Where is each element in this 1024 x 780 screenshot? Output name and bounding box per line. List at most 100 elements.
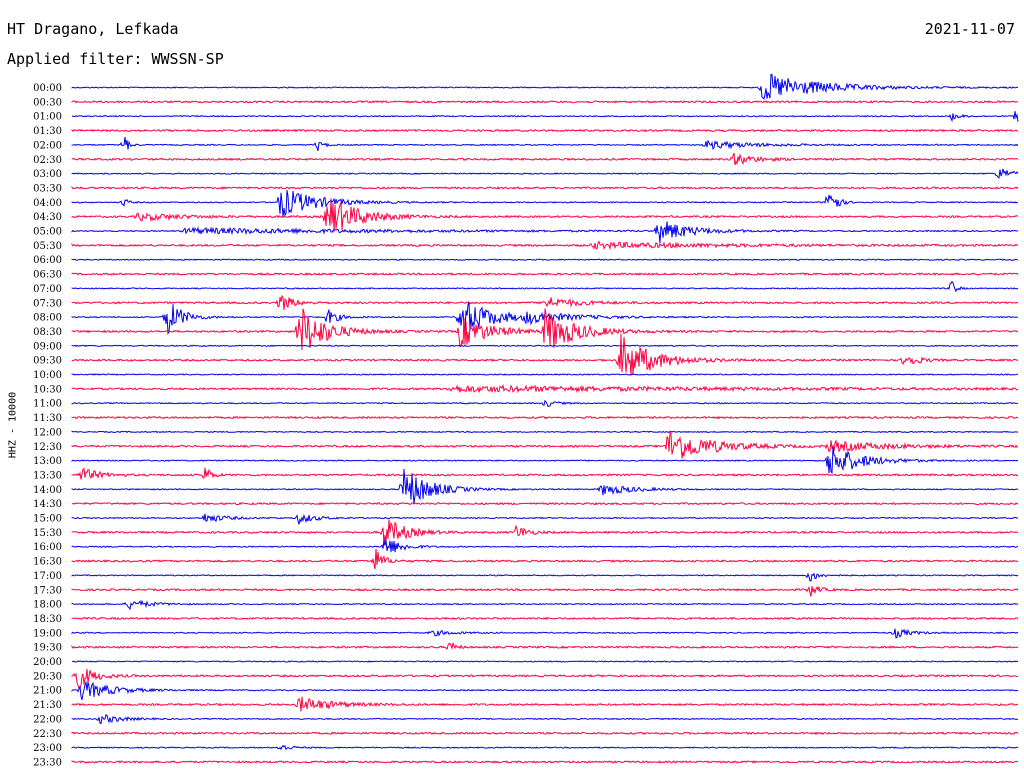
tick-label: 22:30 — [33, 729, 62, 740]
station-title: HT Dragano, Lefkada — [7, 20, 179, 38]
trace-line — [71, 240, 1019, 251]
trace-line — [71, 280, 1019, 293]
tick-label: 12:00 — [33, 427, 62, 438]
tick-label: 05:30 — [33, 241, 62, 252]
trace-line — [71, 272, 1019, 276]
tick-label: 14:00 — [33, 485, 62, 496]
tick-label: 00:30 — [33, 97, 62, 108]
trace-line — [71, 221, 1019, 244]
trace-line — [71, 373, 1019, 376]
tick-label: 01:30 — [33, 126, 62, 137]
trace-line — [71, 190, 1019, 217]
trace-line — [71, 294, 1019, 311]
trace-line — [71, 680, 1019, 701]
trace-line — [71, 519, 1019, 545]
trace-line — [71, 572, 1019, 582]
tick-label: 09:00 — [33, 341, 62, 352]
tick-label: 02:00 — [33, 140, 62, 151]
tick-label: 12:30 — [33, 442, 62, 453]
trace-line — [71, 137, 1019, 152]
tick-label: 22:00 — [33, 714, 62, 725]
trace-line — [71, 513, 1019, 525]
tick-label: 11:30 — [33, 413, 62, 424]
tick-label: 20:00 — [33, 657, 62, 668]
trace-line — [71, 74, 1019, 100]
tick-label: 13:00 — [33, 456, 62, 467]
trace-line — [72, 501, 1019, 506]
trace-line — [71, 415, 1019, 420]
trace-line — [71, 430, 1018, 459]
trace-line — [71, 333, 1019, 376]
trace-line — [71, 152, 1019, 166]
trace-line — [71, 540, 1019, 553]
trace-line — [71, 258, 1019, 261]
tick-label: 01:00 — [33, 112, 62, 123]
tick-label: 10:00 — [33, 370, 62, 381]
tick-label: 03:30 — [33, 183, 62, 194]
tick-label: 11:00 — [33, 399, 62, 410]
trace-line — [71, 628, 1019, 639]
trace-line — [71, 344, 1019, 347]
date-label: 2021-11-07 — [924, 20, 1015, 38]
trace-line — [71, 714, 1019, 725]
trace-line — [71, 168, 1019, 179]
trace-line — [71, 696, 1019, 712]
tick-label: 06:00 — [33, 255, 62, 266]
tick-label: 17:30 — [33, 585, 62, 596]
trace-line — [71, 660, 1019, 663]
tick-label: 21:00 — [33, 686, 62, 697]
tick-label: 19:00 — [33, 628, 62, 639]
tick-label: 17:00 — [33, 571, 62, 582]
tick-label: 23:00 — [33, 743, 62, 754]
tick-label: 23:30 — [33, 757, 62, 768]
filter-label: Applied filter: WWSSN-SP — [7, 50, 224, 68]
trace-line — [71, 599, 1019, 611]
tick-label: 16:00 — [33, 542, 62, 553]
tick-label: 09:30 — [33, 356, 62, 367]
tick-label: 14:30 — [33, 499, 62, 510]
tick-label: 20:30 — [33, 671, 62, 682]
tick-label: 05:00 — [33, 227, 62, 238]
trace-line — [71, 668, 1019, 690]
tick-label: 02:30 — [33, 155, 62, 166]
trace-line — [71, 585, 1019, 597]
tick-label: 16:30 — [33, 557, 62, 568]
tick-label: 04:00 — [33, 198, 62, 209]
tick-label: 13:30 — [33, 470, 62, 481]
tick-label: 21:30 — [33, 700, 62, 711]
trace-line — [71, 467, 1019, 480]
tick-label: 07:00 — [33, 284, 62, 295]
tick-label: 19:30 — [33, 643, 62, 654]
tick-label: 15:00 — [33, 514, 62, 525]
trace-line — [71, 446, 1019, 475]
tick-label: 08:30 — [33, 327, 62, 338]
tick-label: 00:00 — [33, 83, 62, 94]
trace-line — [71, 760, 1019, 764]
tick-label: 06:30 — [33, 270, 62, 281]
tick-label: 18:00 — [33, 600, 62, 611]
trace-line — [71, 185, 1019, 190]
tick-label: 03:00 — [33, 169, 62, 180]
trace-line — [71, 308, 1018, 350]
tick-label-group: 00:00 00:30 01:00 01:30 02:00 02:30 03:00 03:30… — [33, 83, 62, 768]
trace-line — [71, 383, 1019, 394]
trace-line — [71, 128, 1019, 133]
trace-line — [71, 399, 1019, 408]
tick-label: 08:00 — [33, 313, 62, 324]
trace-line — [71, 731, 1019, 736]
tick-label: 18:30 — [33, 614, 62, 625]
tick-label: 07:30 — [33, 298, 62, 309]
trace-line — [71, 548, 1019, 570]
tick-label: 15:30 — [33, 528, 62, 539]
trace-line — [71, 111, 1019, 123]
trace-group — [71, 74, 1019, 764]
trace-line — [71, 430, 1019, 434]
trace-line — [71, 616, 1019, 621]
trace-line — [71, 100, 1019, 104]
trace-line — [71, 198, 1019, 233]
trace-line — [71, 744, 1019, 751]
trace-line — [71, 642, 1019, 651]
trace-line — [71, 468, 1019, 504]
tick-label: 10:30 — [33, 384, 62, 395]
